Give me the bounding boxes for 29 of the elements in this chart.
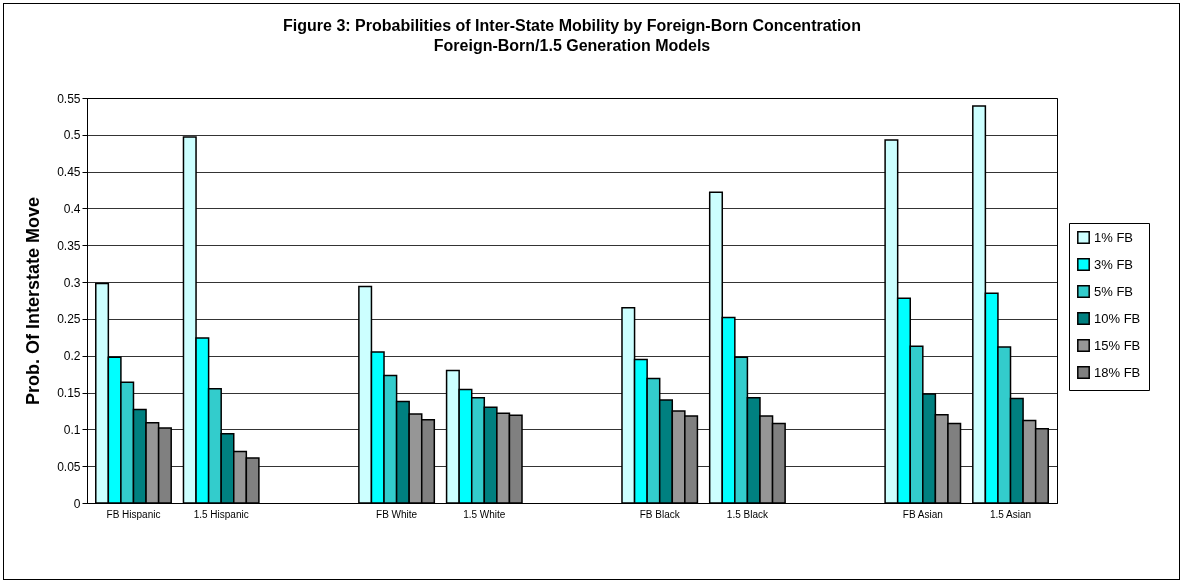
legend-label: 10% FB bbox=[1094, 310, 1141, 326]
chart-subtitle: Foreign-Born/1.5 Generation Models bbox=[433, 37, 711, 54]
y-tick-label: 0.1 bbox=[63, 422, 81, 437]
legend-label: 15% FB bbox=[1094, 337, 1141, 353]
y-tick-label: 0.35 bbox=[57, 238, 81, 253]
y-tick-label: 0.05 bbox=[57, 459, 81, 474]
x-tick-label: 1.5 Asian bbox=[989, 508, 1032, 520]
legend-label: 1% FB bbox=[1094, 229, 1134, 245]
y-axis-title: Prob. Of Interstate Move bbox=[23, 196, 44, 406]
legend-label: 3% FB bbox=[1094, 256, 1134, 272]
y-tick-label: 0.45 bbox=[57, 165, 81, 180]
y-tick-label: 0.5 bbox=[63, 128, 81, 143]
x-tick-label: FB White bbox=[376, 508, 418, 520]
y-tick-label: 0.25 bbox=[57, 312, 81, 327]
x-tick-label: 1.5 White bbox=[463, 508, 506, 520]
y-tick-label: 0.2 bbox=[63, 349, 81, 364]
chart-title: Figure 3: Probabilities of Inter-State Mobility by Foreign-Born Concentration bbox=[283, 17, 861, 34]
x-tick-label: FB Asian bbox=[902, 508, 943, 520]
x-tick-label: 1.5 Black bbox=[726, 508, 769, 520]
y-tick-label: 0 bbox=[73, 496, 81, 511]
x-tick-label: FB Hispanic bbox=[106, 508, 161, 520]
y-tick-label: 0.3 bbox=[63, 275, 81, 290]
x-tick-label: FB Black bbox=[639, 508, 681, 520]
legend-label: 18% FB bbox=[1094, 364, 1141, 380]
legend-label: 5% FB bbox=[1094, 283, 1134, 299]
y-tick-label: 0.15 bbox=[57, 386, 81, 401]
y-tick-label: 0.4 bbox=[63, 201, 81, 216]
y-tick-label: 0.55 bbox=[57, 91, 81, 106]
x-tick-label: 1.5 Hispanic bbox=[193, 508, 249, 520]
